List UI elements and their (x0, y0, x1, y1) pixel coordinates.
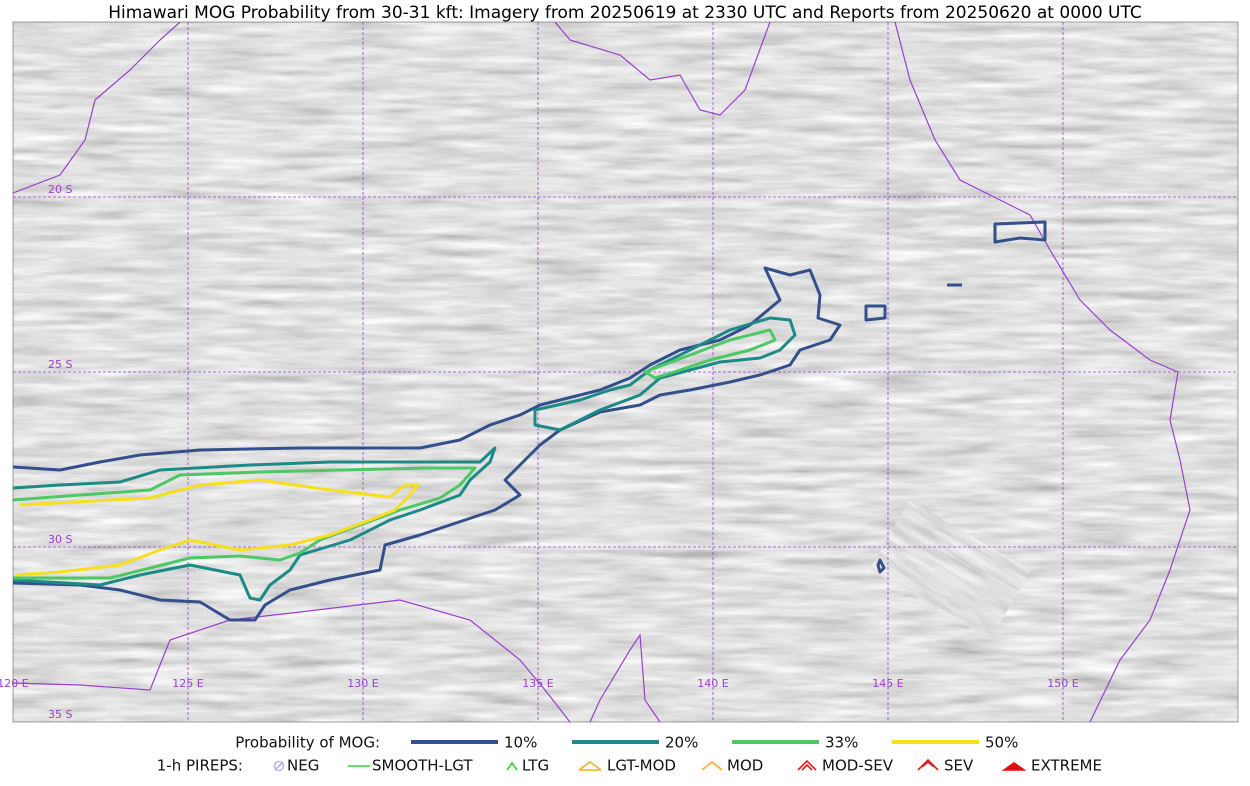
probability-legend-title: Probability of MOG: (235, 734, 380, 752)
longitude-label: 120 E (0, 677, 29, 690)
legend-label: 20% (665, 734, 698, 752)
pirep-label: MOD (727, 757, 763, 775)
longitude-label: 140 E (697, 677, 728, 690)
grid (13, 22, 1238, 722)
longitude-label: 150 E (1047, 677, 1078, 690)
longitude-label: 130 E (347, 677, 378, 690)
pirep-icons (273, 758, 1027, 772)
pirep-label: SEV (944, 757, 974, 775)
pirep-label: NEG (287, 757, 319, 775)
bright-clouds (886, 520, 1014, 620)
latitude-label: 25 S (48, 358, 72, 371)
pirep-label: EXTREME (1031, 757, 1102, 775)
contours (13, 220, 1047, 622)
legend: Probability of MOG: 10% 20% 33% 50% 1-h PIREP… (157, 734, 1102, 775)
coastlines (13, 22, 1191, 722)
latitude-label: 30 S (48, 533, 72, 546)
longitude-label: 135 E (522, 677, 553, 690)
pirep-label: LTG (522, 757, 549, 775)
pirep-label: MOD-SEV (822, 757, 894, 775)
pirep-label: SMOOTH-LGT (372, 757, 473, 775)
latitude-label: 20 S (48, 183, 72, 196)
pirep-label: LGT-MOD (607, 757, 676, 775)
legend-label: 33% (825, 734, 858, 752)
geo-labels: 20 S 25 S 30 S 35 S 120 E 125 E 130 E 135 E 140 … (0, 183, 1079, 721)
legend-label: 10% (504, 734, 537, 752)
map-frame (12, 21, 1239, 723)
title: Himawari MOG Probability from 30-31 kft:… (108, 3, 1142, 23)
latitude-label: 35 S (48, 708, 72, 721)
longitude-label: 145 E (872, 677, 903, 690)
pireps-legend-title: 1-h PIREPS: (157, 757, 243, 775)
longitude-label: 125 E (172, 677, 203, 690)
map (13, 22, 1238, 722)
legend-label: 50% (985, 734, 1018, 752)
